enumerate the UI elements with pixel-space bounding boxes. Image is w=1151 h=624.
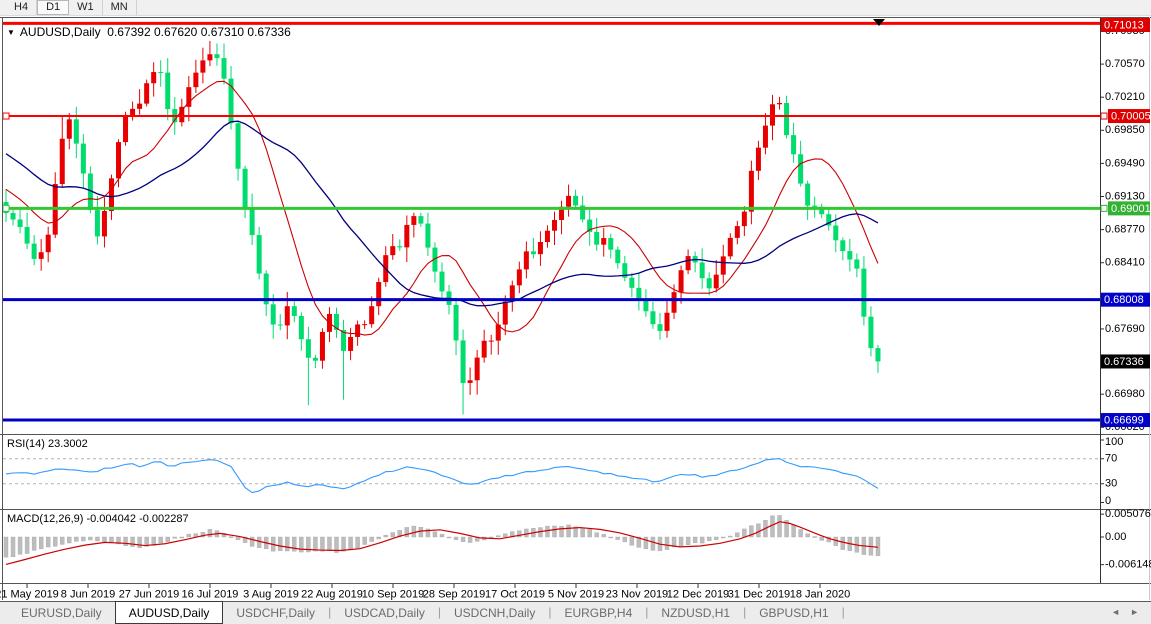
chart-title-text: AUDUSD,Daily 0.67392 0.67620 0.67310 0.6… [19, 25, 291, 39]
tab-usdchf-daily[interactable]: USDCHF,Daily [236, 606, 316, 620]
svg-text:0.68008: 0.68008 [1104, 294, 1144, 306]
svg-text:0.66980: 0.66980 [1105, 388, 1145, 400]
timeframe-button-w1[interactable]: W1 [69, 0, 103, 15]
tab-separator: | [328, 605, 332, 619]
svg-text:3 Aug 2019: 3 Aug 2019 [243, 588, 299, 600]
svg-text:18 Jan 2020: 18 Jan 2020 [790, 588, 851, 600]
macd-signal-line [5, 521, 879, 566]
chart-title: ▼ AUDUSD,Daily 0.67392 0.67620 0.67310 0.… [7, 25, 291, 39]
horizontal-level-lines[interactable] [2, 21, 1100, 422]
tab-separator: | [437, 605, 441, 619]
tab-scroll-left-icon[interactable]: ◄ [1111, 607, 1121, 617]
tab-separator: | [743, 605, 747, 619]
tab-eurusd-daily[interactable]: EURUSD,Daily [21, 606, 102, 620]
svg-text:28 Sep 2019: 28 Sep 2019 [423, 588, 485, 600]
svg-text:30: 30 [1105, 478, 1117, 490]
svg-text:31 Dec 2019: 31 Dec 2019 [728, 588, 790, 600]
tab-usdcad-daily[interactable]: USDCAD,Daily [344, 606, 425, 620]
date-axis[interactable]: 21 May 2019 8 Jun 2019 27 Jun 2019 16 Jul 2… [0, 584, 850, 600]
svg-text:10 Sep 2019: 10 Sep 2019 [362, 588, 424, 600]
candles-layer [3, 40, 881, 415]
pane-frame [0, 17, 1151, 600]
timeframe-button-mn[interactable]: MN [103, 0, 137, 15]
timeframe-button-d1[interactable]: D1 [37, 0, 70, 15]
svg-text:0.68410: 0.68410 [1105, 257, 1145, 269]
ma-fast-line [5, 80, 879, 336]
svg-text:5 Nov 2019: 5 Nov 2019 [548, 588, 604, 600]
svg-text:0.69490: 0.69490 [1105, 157, 1145, 169]
tab-separator: | [548, 605, 552, 619]
rsi-indicator-label: RSI(14) 23.3002 [7, 438, 88, 450]
rsi-pane [3, 458, 1100, 485]
tab-gbpusd-h1[interactable]: GBPUSD,H1 [759, 606, 829, 620]
svg-text:23 Nov 2019: 23 Nov 2019 [606, 588, 668, 600]
svg-text:0.67336: 0.67336 [1104, 356, 1144, 368]
svg-text:0.69850: 0.69850 [1105, 124, 1145, 136]
timeframe-toolbar: H4 D1 W1 MN [0, 0, 1151, 16]
tab-nzdusd-h1[interactable]: NZDUSD,H1 [661, 606, 731, 620]
svg-text:21 May 2019: 21 May 2019 [0, 588, 59, 600]
svg-text:0.69130: 0.69130 [1105, 190, 1145, 202]
price-tag-labels: 0.71013 0.70005 0.69001 0.68008 0.67336 0.666… [1100, 18, 1151, 428]
svg-text:0.68770: 0.68770 [1105, 224, 1145, 236]
svg-text:70: 70 [1105, 453, 1117, 465]
tab-eurgbp-h4[interactable]: EURGBP,H4 [564, 606, 633, 620]
timeframe-button-h4[interactable]: H4 [6, 0, 38, 15]
svg-text:0.70210: 0.70210 [1105, 91, 1145, 103]
svg-text:0.70570: 0.70570 [1105, 58, 1145, 70]
tab-separator: | [645, 605, 649, 619]
tab-separator: | [841, 605, 845, 619]
macd-axis[interactable]: 0.005076 0.00 -0.006148 [1100, 508, 1151, 571]
symbol-dropdown-icon[interactable]: ▼ [7, 28, 15, 37]
tab-scroll-arrows: ◄ ► [1111, 602, 1151, 624]
svg-text:0.66699: 0.66699 [1104, 414, 1144, 426]
svg-text:0: 0 [1105, 495, 1111, 507]
macd-indicator-label: MACD(12,26,9) -0.004042 -0.002287 [7, 513, 189, 525]
svg-text:0.67690: 0.67690 [1105, 323, 1145, 335]
rsi-axis[interactable]: 100 70 30 0 [1100, 436, 1123, 507]
tab-audusd-daily[interactable]: AUDUSD,Daily [114, 601, 224, 624]
svg-text:27 Jun 2019: 27 Jun 2019 [119, 588, 180, 600]
svg-text:12 Dec 2019: 12 Dec 2019 [667, 588, 729, 600]
svg-text:100: 100 [1105, 436, 1123, 448]
chart-shift-marker-icon [873, 19, 885, 26]
rsi-line [5, 457, 879, 494]
svg-text:0.71013: 0.71013 [1104, 19, 1144, 31]
svg-text:0.70005: 0.70005 [1111, 110, 1151, 122]
price-axis[interactable]: 0.709300.705700.702100.698500.694900.691… [1100, 25, 1145, 433]
tab-usdcnh-daily[interactable]: USDCNH,Daily [454, 606, 536, 620]
svg-text:8 Jun 2019: 8 Jun 2019 [61, 588, 115, 600]
svg-text:0.00: 0.00 [1105, 531, 1126, 543]
svg-text:17 Oct 2019: 17 Oct 2019 [485, 588, 545, 600]
svg-text:0.005076: 0.005076 [1105, 508, 1151, 520]
symbol-tab-bar: EURUSD,Daily AUDUSD,Daily USDCHF,Daily |… [0, 601, 1151, 624]
svg-text:22 Aug 2019: 22 Aug 2019 [301, 588, 363, 600]
tab-scroll-right-icon[interactable]: ► [1130, 607, 1139, 617]
svg-text:-0.006148: -0.006148 [1105, 559, 1151, 571]
svg-text:0.69001: 0.69001 [1111, 203, 1151, 215]
svg-text:16 Jul 2019: 16 Jul 2019 [182, 588, 239, 600]
